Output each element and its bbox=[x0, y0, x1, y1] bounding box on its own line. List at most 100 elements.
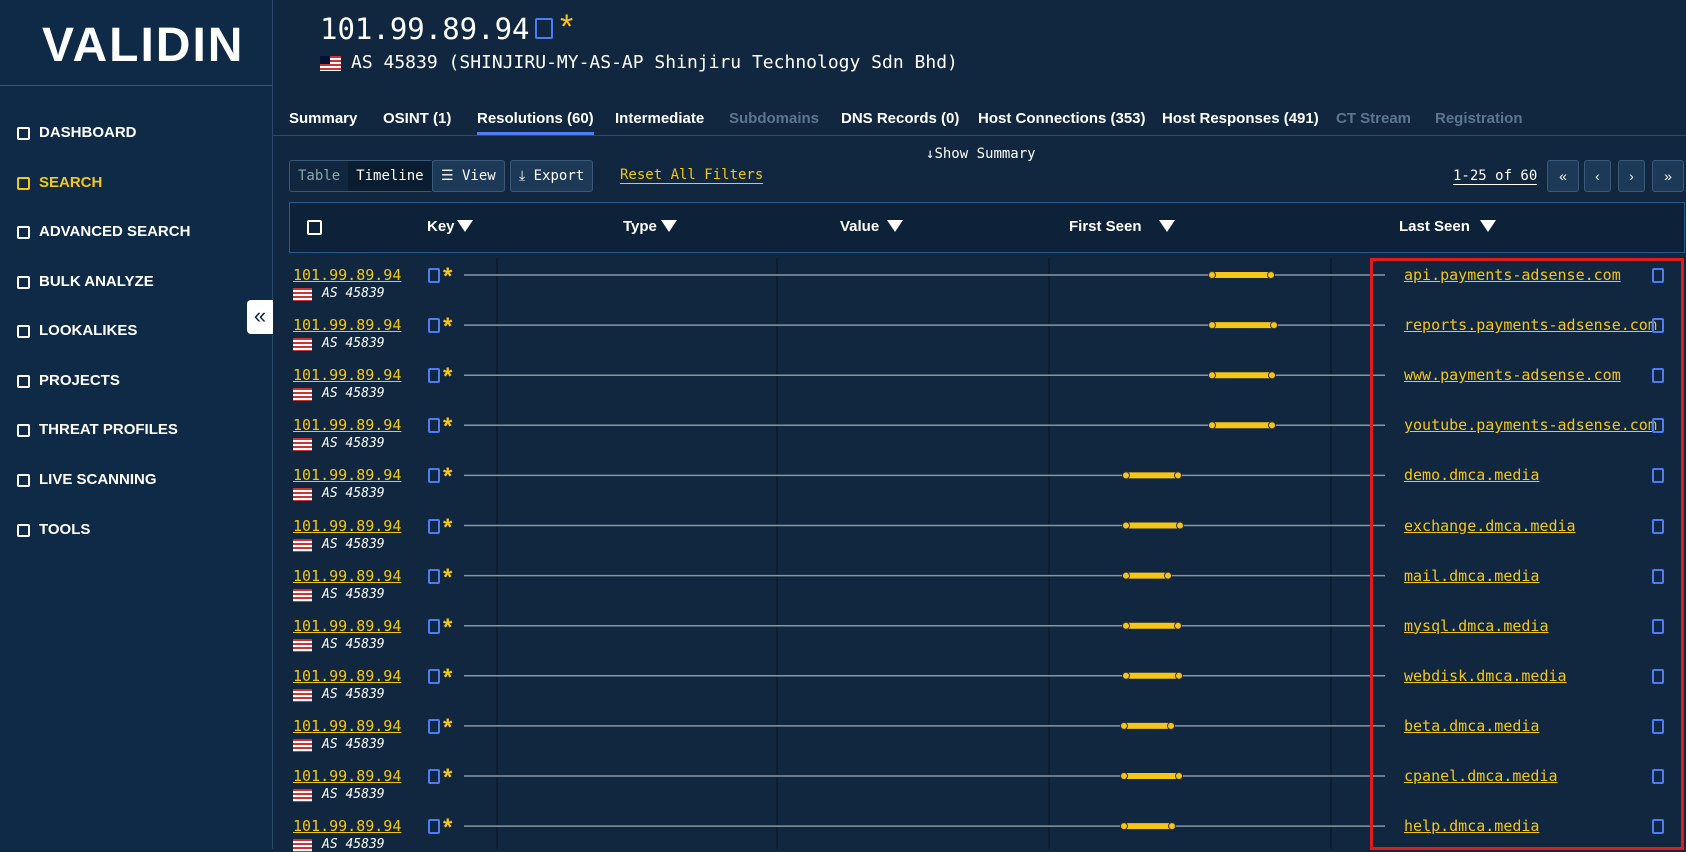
tab[interactable]: DNS Records (0) bbox=[841, 110, 960, 127]
nav-icon[interactable] bbox=[17, 474, 30, 487]
key-link[interactable]: 101.99.89.94 bbox=[293, 316, 402, 335]
filter-icon[interactable] bbox=[456, 220, 473, 232]
nav-icon[interactable] bbox=[17, 276, 30, 289]
star-icon[interactable]: * bbox=[443, 563, 453, 591]
tab[interactable]: Registration bbox=[1435, 110, 1523, 127]
key-link[interactable]: 101.99.89.94 bbox=[293, 266, 402, 284]
key-link[interactable]: 101.99.89.94 bbox=[293, 566, 402, 585]
copy-icon[interactable] bbox=[428, 318, 440, 334]
nav-item[interactable]: ADVANCED SEARCH bbox=[39, 223, 191, 240]
first-page[interactable]: « bbox=[1547, 160, 1579, 192]
value-link[interactable]: reports.payments-adsense.com bbox=[1404, 316, 1657, 335]
copy-icon[interactable] bbox=[1652, 518, 1664, 534]
tab-underline[interactable] bbox=[477, 132, 594, 135]
value-link[interactable]: cpanel.dmca.media bbox=[1404, 767, 1558, 785]
value-link[interactable]: webdisk.dmca.media bbox=[1404, 666, 1567, 685]
copy-icon[interactable] bbox=[535, 18, 553, 39]
show-summary-label[interactable]: Show Summary bbox=[934, 146, 1036, 162]
copy-icon[interactable] bbox=[428, 568, 440, 584]
nav-item[interactable]: SEARCH bbox=[39, 174, 103, 191]
key-link[interactable]: 101.99.89.94 bbox=[293, 616, 402, 635]
star-icon[interactable]: * bbox=[443, 413, 453, 441]
nav-icon[interactable] bbox=[17, 375, 30, 388]
nav-item[interactable]: PROJECTS bbox=[39, 372, 120, 389]
nav-item[interactable]: LOOKALIKES bbox=[39, 322, 138, 339]
copy-icon[interactable] bbox=[428, 819, 440, 835]
value-link[interactable]: help.dmca.media bbox=[1404, 817, 1540, 836]
filter-icon[interactable] bbox=[1480, 220, 1497, 232]
star-icon[interactable]: * bbox=[443, 313, 453, 341]
nav-icon[interactable] bbox=[17, 226, 30, 239]
prev-page[interactable]: ‹ bbox=[1584, 160, 1611, 192]
copy-icon[interactable] bbox=[428, 769, 440, 784]
value-link[interactable]: api.payments-adsense.com bbox=[1404, 266, 1621, 284]
value-link[interactable]: exchange.dmca.media bbox=[1404, 516, 1576, 535]
key-link[interactable]: 101.99.89.94 bbox=[293, 466, 402, 485]
key-link[interactable]: 101.99.89.94 bbox=[293, 366, 402, 385]
copy-icon[interactable] bbox=[428, 618, 440, 634]
copy-icon[interactable] bbox=[428, 668, 440, 684]
copy-icon[interactable] bbox=[1652, 368, 1664, 384]
value-link[interactable]: youtube.payments-adsense.com bbox=[1404, 416, 1657, 435]
copy-icon[interactable] bbox=[1652, 418, 1664, 434]
copy-icon[interactable] bbox=[428, 468, 440, 484]
nav-item[interactable]: DASHBOARD bbox=[39, 124, 137, 141]
star-icon[interactable]: * bbox=[443, 263, 453, 290]
copy-icon[interactable] bbox=[1652, 769, 1664, 784]
nav-icon[interactable] bbox=[17, 524, 30, 537]
nav-icon[interactable] bbox=[17, 424, 30, 437]
key-link[interactable]: 101.99.89.94 bbox=[293, 817, 402, 836]
select-all[interactable] bbox=[307, 220, 322, 235]
copy-icon[interactable] bbox=[1652, 819, 1664, 835]
value-link[interactable]: mysql.dmca.media bbox=[1404, 616, 1549, 635]
value-link[interactable]: mail.dmca.media bbox=[1404, 566, 1540, 585]
tab[interactable]: OSINT (1) bbox=[383, 110, 452, 127]
star-icon[interactable]: * bbox=[443, 663, 453, 691]
key-link[interactable]: 101.99.89.94 bbox=[293, 767, 402, 785]
show-summary[interactable]: ↓Show Summary bbox=[926, 146, 1036, 162]
filter-icon[interactable] bbox=[887, 220, 903, 232]
export-button[interactable]: ⤓ Export bbox=[510, 160, 594, 192]
star-icon[interactable]: * bbox=[560, 8, 574, 46]
copy-icon[interactable] bbox=[1652, 318, 1664, 334]
copy-icon[interactable] bbox=[1652, 618, 1664, 634]
nav-icon[interactable] bbox=[17, 127, 30, 140]
value-link[interactable]: beta.dmca.media bbox=[1404, 716, 1540, 735]
tab[interactable]: Summary bbox=[289, 110, 358, 127]
copy-icon[interactable] bbox=[428, 518, 440, 534]
nav-icon[interactable] bbox=[17, 325, 30, 338]
next-page[interactable]: › bbox=[1618, 160, 1645, 192]
star-icon[interactable]: * bbox=[443, 363, 453, 391]
nav-icon[interactable] bbox=[17, 177, 30, 190]
value-link[interactable]: www.payments-adsense.com bbox=[1404, 366, 1621, 385]
collapse-button[interactable]: « bbox=[247, 300, 273, 334]
filter-icon[interactable] bbox=[1159, 220, 1175, 232]
last-page[interactable]: » bbox=[1652, 160, 1684, 192]
key-link[interactable]: 101.99.89.94 bbox=[293, 716, 402, 735]
tab[interactable]: Host Responses (491) bbox=[1162, 110, 1319, 127]
star-icon[interactable]: * bbox=[443, 814, 453, 842]
star-icon[interactable]: * bbox=[443, 513, 453, 541]
logo[interactable]: VALIDIN bbox=[42, 19, 245, 72]
nav-item[interactable]: TOOLS bbox=[39, 521, 91, 538]
view-button[interactable]: ☰ View bbox=[432, 160, 505, 192]
tab[interactable]: Resolutions (60) bbox=[477, 110, 594, 127]
key-link[interactable]: 101.99.89.94 bbox=[293, 416, 402, 435]
tab[interactable]: CT Stream bbox=[1336, 110, 1412, 127]
star-icon[interactable]: * bbox=[443, 713, 453, 741]
value-link[interactable]: demo.dmca.media bbox=[1404, 466, 1540, 485]
star-icon[interactable]: * bbox=[443, 463, 453, 491]
tab[interactable]: Subdomains bbox=[729, 110, 820, 127]
star-icon[interactable]: * bbox=[443, 764, 453, 791]
copy-icon[interactable] bbox=[1652, 668, 1664, 684]
copy-icon[interactable] bbox=[428, 268, 440, 283]
filter-icon[interactable] bbox=[661, 220, 678, 232]
export-label[interactable]: Export bbox=[533, 168, 585, 184]
timeline-toggle[interactable]: Timeline bbox=[348, 161, 432, 191]
copy-icon[interactable] bbox=[1652, 718, 1664, 734]
star-icon[interactable]: * bbox=[443, 613, 453, 641]
key-link[interactable]: 101.99.89.94 bbox=[293, 666, 402, 685]
tab[interactable]: Intermediate bbox=[615, 110, 705, 127]
nav-item[interactable]: THREAT PROFILES bbox=[39, 421, 178, 438]
copy-icon[interactable] bbox=[428, 418, 440, 434]
